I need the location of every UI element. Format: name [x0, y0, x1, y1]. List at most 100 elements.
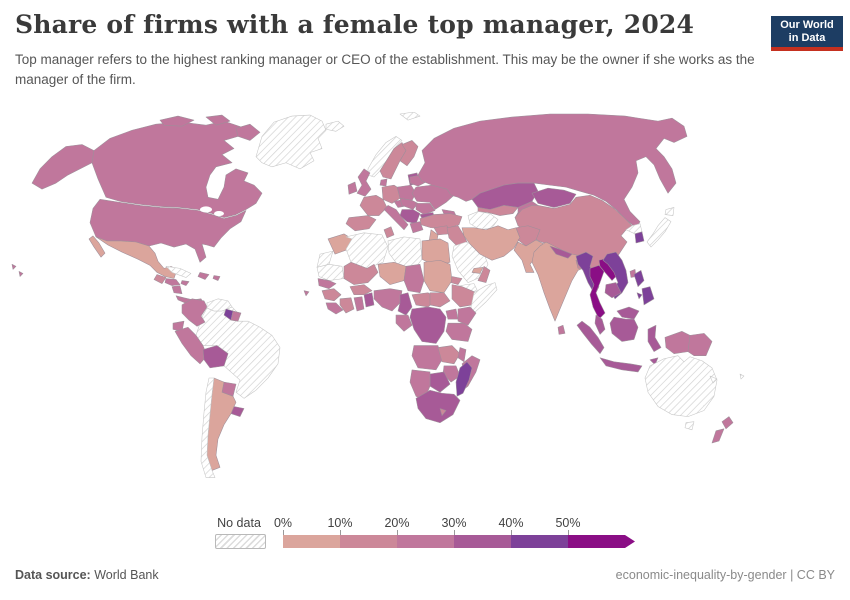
region-fiji[interactable] — [739, 373, 745, 380]
region-sulawesi[interactable] — [647, 324, 662, 352]
region-cambodia[interactable] — [604, 282, 622, 299]
region-mauritania[interactable] — [316, 264, 345, 281]
region-czech-hungary[interactable] — [399, 198, 419, 210]
region-mali[interactable] — [343, 261, 379, 285]
region-turkmenistan[interactable] — [467, 211, 499, 231]
region-romania[interactable] — [415, 203, 436, 215]
region-senegal[interactable] — [317, 278, 337, 289]
license-text[interactable]: economic-inequality-by-gender | CC BY — [615, 568, 835, 582]
region-srilanka[interactable] — [557, 324, 566, 335]
region-iceland[interactable] — [325, 120, 345, 132]
region-philippines[interactable] — [633, 270, 655, 306]
region-iraq[interactable] — [446, 225, 468, 248]
region-egypt[interactable] — [421, 238, 451, 267]
region-myanmar[interactable] — [575, 251, 600, 296]
region-ssudan[interactable] — [429, 292, 451, 308]
region-malawi[interactable] — [457, 347, 467, 363]
region-nigeria[interactable] — [373, 288, 403, 312]
region-vietnam[interactable] — [602, 251, 629, 300]
region-cameroon[interactable] — [397, 292, 413, 316]
region-eritrea[interactable] — [450, 276, 463, 285]
region-burkina[interactable] — [349, 284, 373, 296]
region-timor[interactable] — [649, 357, 659, 366]
region-nicaragua[interactable] — [171, 285, 183, 295]
region-chad[interactable] — [403, 264, 425, 294]
region-tanzania[interactable] — [445, 322, 473, 342]
region-finland[interactable] — [399, 140, 419, 167]
region-turkey[interactable] — [419, 213, 463, 230]
region-oman[interactable] — [477, 266, 491, 283]
region-svalbard[interactable] — [399, 112, 421, 121]
region-nepal[interactable] — [549, 245, 573, 259]
region-skorea[interactable] — [634, 231, 645, 244]
legend-segment[interactable] — [283, 535, 340, 548]
region-australia[interactable] — [644, 355, 718, 417]
region-thailand[interactable] — [589, 265, 606, 320]
region-uganda[interactable] — [445, 308, 459, 320]
region-iberia[interactable] — [345, 215, 377, 232]
region-malaysia-borneo[interactable] — [616, 306, 640, 320]
region-italy[interactable] — [383, 205, 409, 231]
region-cuba[interactable] — [165, 266, 192, 278]
region-kenya[interactable] — [457, 306, 477, 326]
region-canada-arctic[interactable] — [159, 114, 261, 141]
region-somalia[interactable] — [470, 282, 498, 314]
region-libya[interactable] — [387, 236, 423, 270]
region-nz[interactable] — [711, 416, 734, 444]
region-tasmania[interactable] — [684, 421, 695, 431]
region-sierraleone[interactable] — [325, 302, 344, 315]
region-ghana[interactable] — [353, 296, 365, 312]
region-capeverde[interactable] — [303, 290, 310, 297]
region-honduras[interactable] — [164, 278, 181, 286]
region-papua[interactable] — [664, 331, 691, 354]
region-france[interactable] — [359, 194, 388, 216]
region-angola[interactable] — [411, 345, 443, 371]
region-bolivia[interactable] — [202, 345, 229, 369]
region-guatemala[interactable] — [153, 274, 167, 284]
region-sumatra[interactable] — [576, 320, 605, 354]
region-kalimantan[interactable] — [609, 316, 639, 342]
region-newcaledonia[interactable] — [709, 375, 718, 384]
region-greenland[interactable] — [255, 114, 327, 170]
legend-segment[interactable] — [454, 535, 511, 548]
region-suriname[interactable] — [230, 310, 242, 322]
region-denmark[interactable] — [379, 178, 388, 187]
region-togo-benin[interactable] — [363, 292, 375, 308]
region-hispaniola[interactable] — [197, 272, 210, 280]
region-uae[interactable] — [471, 267, 484, 274]
region-safrica[interactable] — [415, 389, 461, 423]
region-ivorycoast[interactable] — [339, 297, 355, 314]
region-chile[interactable] — [200, 377, 216, 478]
legend-segment[interactable] — [340, 535, 397, 548]
region-java[interactable] — [599, 357, 643, 373]
region-tunisia[interactable] — [383, 226, 395, 239]
region-colombia[interactable] — [181, 298, 208, 327]
legend-segment[interactable] — [511, 535, 568, 548]
region-uk[interactable] — [356, 168, 372, 197]
region-drc[interactable] — [409, 306, 447, 344]
region-madagascar[interactable] — [455, 361, 473, 397]
legend-segment[interactable] — [568, 535, 635, 548]
region-greece[interactable] — [409, 221, 424, 234]
region-hawaii[interactable] — [11, 264, 24, 277]
region-algeria[interactable] — [345, 232, 389, 269]
region-niger[interactable] — [377, 261, 407, 285]
region-japan[interactable] — [646, 207, 675, 248]
region-lesotho[interactable] — [439, 408, 447, 416]
region-malaysia[interactable] — [594, 314, 606, 335]
region-alaska[interactable] — [31, 144, 95, 190]
region-ireland[interactable] — [347, 181, 358, 195]
no-data-swatch[interactable] — [215, 534, 266, 549]
legend-segment[interactable] — [397, 535, 454, 548]
owid-logo[interactable]: Our World in Data — [771, 16, 843, 51]
region-jamaica[interactable] — [180, 280, 190, 286]
region-mongolia[interactable] — [531, 187, 577, 208]
region-zambia[interactable] — [437, 345, 461, 365]
region-sudan[interactable] — [423, 259, 453, 294]
region-guinea[interactable] — [321, 288, 342, 302]
region-canada[interactable] — [91, 120, 263, 218]
region-gabon-congo[interactable] — [395, 314, 413, 332]
data-source-value[interactable]: World Bank — [94, 568, 159, 582]
region-iran[interactable] — [461, 225, 521, 261]
region-pakistan[interactable] — [513, 239, 545, 273]
